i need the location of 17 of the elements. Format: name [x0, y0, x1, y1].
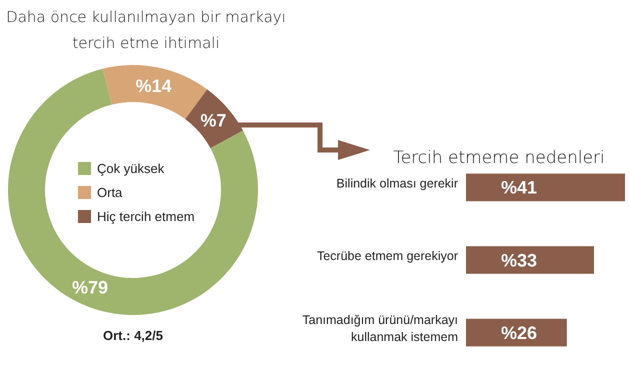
donut-slice: [8, 68, 258, 315]
data-label: %79: [72, 278, 108, 298]
data-label: %26: [500, 322, 538, 343]
data-label: %7: [200, 110, 226, 130]
chart-title: Daha önce kullanılmayan bir markayı tercih etme ihtimali: [6, 8, 286, 52]
y-tick-label: Tecrübe etmem gerekiyor: [316, 249, 458, 263]
data-label: %14: [136, 76, 172, 96]
chart-title: Tercih etmeme nedenleri: [393, 148, 605, 168]
data-label: %41: [500, 178, 538, 198]
legend-label: Hiç tercih etmem: [97, 209, 195, 224]
legend-label: Çok yüksek: [97, 161, 165, 176]
y-tick-label: Bilindik olması gerekir: [336, 176, 458, 190]
legend-label: Orta: [97, 185, 124, 200]
y-tick-label: Tanımadığım ürünü/markayı kullanmak istemem: [302, 313, 458, 344]
data-label: %33: [500, 250, 538, 270]
donut-slice: [185, 89, 243, 148]
text: Ort.: 4,2/5: [103, 328, 163, 343]
